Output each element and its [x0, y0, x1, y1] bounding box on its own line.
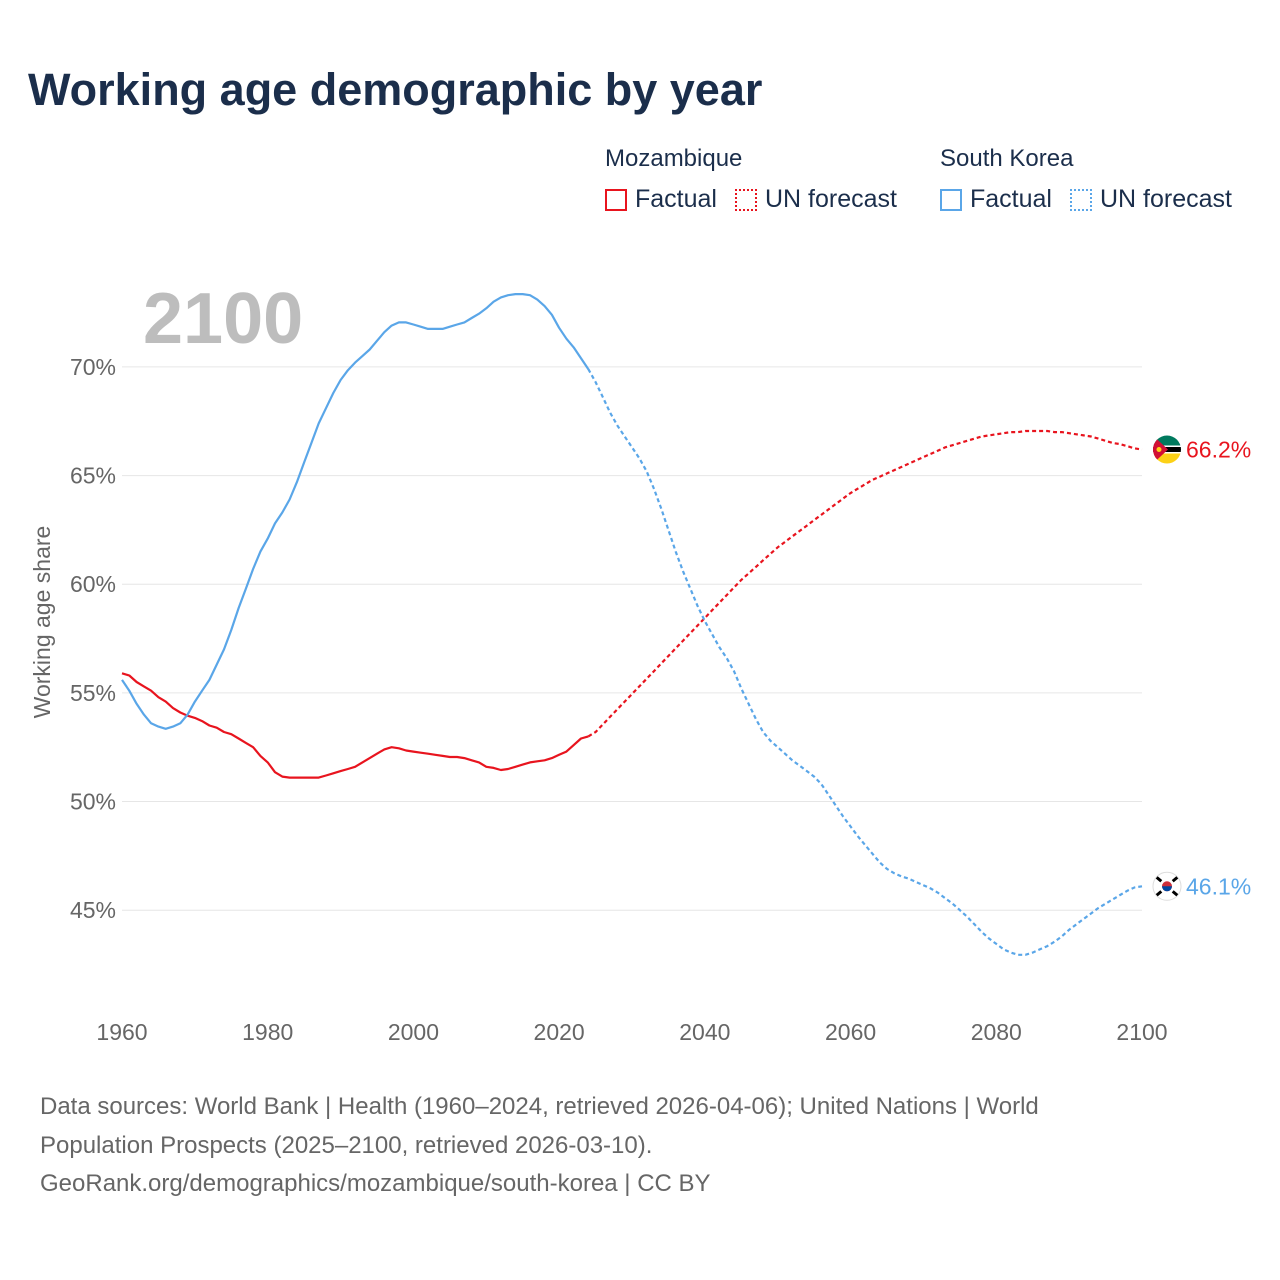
series-line-mozambique-factual[interactable] [121, 672, 589, 779]
legend-item-south-korea-forecast[interactable]: UN forecast [1069, 185, 1232, 214]
legend-swatch-dotted [1069, 188, 1092, 211]
legend-item-mozambique-factual[interactable]: Factual [605, 185, 717, 214]
x-tick-label: 2080 [971, 1019, 1022, 1045]
legend-swatch-solid [605, 188, 627, 211]
chart-title: Working age demographic by year [28, 64, 763, 115]
series-layer [121, 293, 1143, 956]
y-tick-label: 45% [70, 897, 116, 923]
legend-item-south-korea-factual[interactable]: Factual [940, 185, 1052, 214]
source-link[interactable]: GeoRank.org/demographics/mozambique/sout… [40, 1170, 711, 1197]
legend-label: Factual [970, 185, 1052, 213]
axis-layer: 45% 50% 55% 60% 65% 70% 1960 1980 2000 2020 2040 20… [70, 354, 1168, 1045]
legend-swatch-dotted [734, 188, 757, 211]
y-tick-label: 65% [70, 463, 116, 489]
series-line-south-korea-forecast[interactable] [587, 368, 1143, 956]
data-source-note: Data sources: World Bank | Health (1960–… [40, 1088, 1220, 1204]
year-watermark: 2100 [143, 279, 303, 359]
x-tick-label: 2060 [825, 1019, 876, 1045]
legend-country-name: Mozambique [605, 145, 743, 172]
series-line-mozambique-forecast[interactable] [587, 429, 1143, 738]
source-line: Population Prospects (2025–2100, retriev… [40, 1131, 653, 1159]
y-axis-title: Working age share [29, 526, 55, 719]
mozambique-flag-icon [1153, 435, 1181, 464]
legend-item-mozambique-forecast[interactable]: UN forecast [734, 185, 897, 214]
x-tick-label: 2000 [388, 1019, 439, 1045]
marker-layer: 66.2% 46.1% [1152, 435, 1251, 901]
x-tick-label: 2040 [679, 1019, 730, 1045]
source-line: Data sources: World Bank | Health (1960–… [40, 1093, 1039, 1120]
legend-group-mozambique: Mozambique Factual UN forecast [605, 145, 915, 214]
legend-label: UN forecast [764, 185, 897, 213]
x-tick-label: 2100 [1116, 1019, 1167, 1045]
legend-country-name: South Korea [940, 145, 1074, 172]
legend-swatch-solid [940, 188, 962, 211]
y-tick-label: 60% [70, 571, 116, 597]
south-korea-flag-icon [1152, 871, 1182, 901]
legend-group-south-korea: South Korea Factual UN forecast [940, 145, 1250, 214]
grid-layer [122, 366, 1142, 911]
end-value-label-mozambique: 66.2% [1186, 437, 1251, 463]
y-tick-label: 70% [70, 354, 116, 380]
series-line-south-korea-factual[interactable] [121, 293, 590, 730]
legend-label: UN forecast [1099, 185, 1232, 213]
x-tick-label: 1960 [96, 1019, 147, 1045]
y-tick-label: 50% [70, 789, 116, 815]
y-tick-label: 55% [70, 680, 116, 706]
x-tick-label: 1980 [242, 1019, 293, 1045]
x-tick-label: 2020 [534, 1019, 585, 1045]
legend-label: Factual [635, 185, 717, 213]
end-value-label-south-korea: 46.1% [1186, 873, 1251, 899]
